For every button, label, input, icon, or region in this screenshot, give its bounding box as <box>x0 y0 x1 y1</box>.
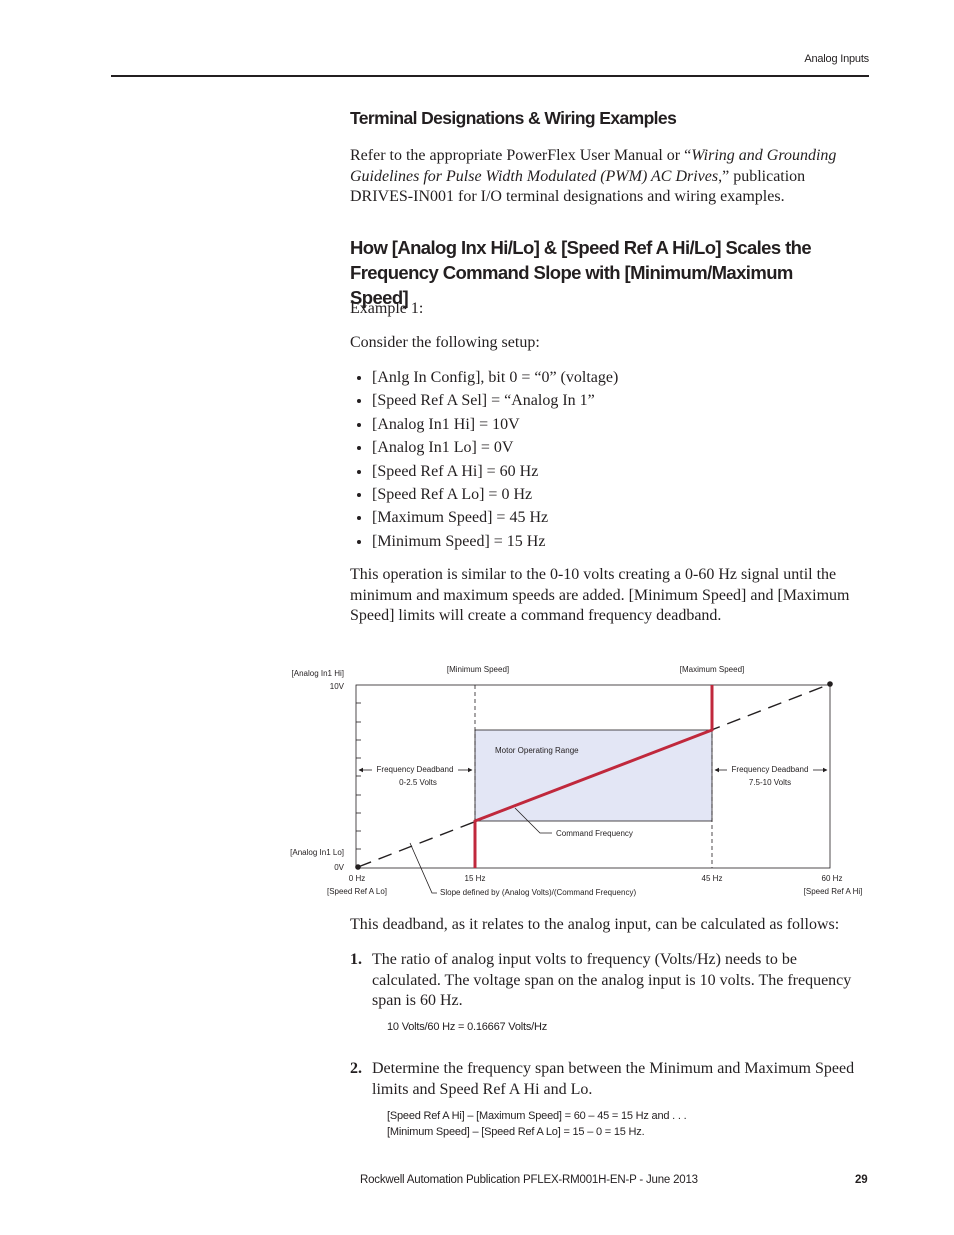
running-header: Analog Inputs <box>804 53 869 65</box>
axis-name: [Analog In1 Hi] <box>292 669 344 678</box>
paragraph: This operation is similar to the 0-10 vo… <box>350 566 850 624</box>
axis-label: 45 Hz <box>702 874 723 883</box>
step-number: 1. <box>350 951 362 968</box>
setup-intro: Consider the following setup: <box>350 334 540 351</box>
axis-label: 0V <box>334 863 344 872</box>
section-heading: How [Analog Inx Hi/Lo] & [Speed Ref A Hi… <box>350 237 812 308</box>
page-number: 29 <box>855 1174 868 1186</box>
deadband-label: Frequency Deadband <box>732 765 809 774</box>
step-number: 2. <box>350 1060 362 1077</box>
axis-label: 0 Hz <box>349 874 365 883</box>
axis-label: 15 Hz <box>465 874 486 883</box>
leader-line <box>409 842 437 894</box>
paragraph: This deadband, as it relates to the anal… <box>350 916 840 933</box>
footer-publication: Rockwell Automation Publication PFLEX-RM… <box>360 1174 698 1186</box>
intro-paragraph: Refer to the appropriate PowerFlex User … <box>350 146 850 208</box>
axis-name: [Analog In1 Lo] <box>290 848 344 857</box>
step-text: Determine the frequency span between the… <box>372 1060 855 1098</box>
leader-line <box>514 807 552 834</box>
command-label: Command Frequency <box>556 829 633 838</box>
section-heading: Terminal Designations & Wiring Examples <box>350 108 677 128</box>
deadband-label: Frequency Deadband <box>377 765 454 774</box>
header-rule <box>111 75 869 77</box>
range-label: Motor Operating Range <box>495 746 579 755</box>
setup-item: [Speed Ref A Sel] = “Analog In 1” <box>372 389 618 412</box>
intro-text: ,” publication DRIVES-IN001 for I/O term… <box>350 167 806 206</box>
setup-item: [Maximum Speed] = 45 Hz <box>372 506 618 529</box>
endpoint <box>355 864 361 870</box>
setup-item: [Analog In1 Lo] = 0V <box>372 436 618 459</box>
deadband-diagram: [Analog In1 Hi] 10V [Analog In1 Lo] 0V [… <box>290 665 863 897</box>
limit-label: [Maximum Speed] <box>680 665 744 674</box>
example-label: Example 1: <box>350 300 424 317</box>
plot-frame <box>355 684 831 869</box>
axis-label: 60 Hz <box>822 874 843 883</box>
formula: [Speed Ref A Hi] – [Maximum Speed] = 60 … <box>387 1110 687 1122</box>
deadband-range: 0-2.5 Volts <box>399 778 437 787</box>
formula: [Minimum Speed] – [Speed Ref A Lo] = 15 … <box>387 1126 645 1138</box>
setup-list: [Anlg In Config], bit 0 = “0” (voltage) … <box>350 366 618 553</box>
axis-label: 10V <box>330 682 345 691</box>
slope-label: Slope defined by (Analog Volts)/(Command… <box>440 888 636 897</box>
endpoint <box>827 681 833 687</box>
setup-item: [Analog In1 Hi] = 10V <box>372 413 618 436</box>
limit-label: [Minimum Speed] <box>447 665 509 674</box>
deadband-range: 7.5-10 Volts <box>749 778 791 787</box>
axis-ticks <box>356 702 361 850</box>
setup-item: [Minimum Speed] = 15 Hz <box>372 530 618 553</box>
setup-item: [Speed Ref A Hi] = 60 Hz <box>372 460 618 483</box>
axis-name: [Speed Ref A Lo] <box>327 887 387 896</box>
axis-name: [Speed Ref A Hi] <box>804 887 863 896</box>
command-line <box>473 685 714 868</box>
intro-title: Wiring and Grounding Guidelines for Puls… <box>350 147 837 185</box>
setup-item: [Speed Ref A Lo] = 0 Hz <box>372 483 618 506</box>
formula: 10 Volts/60 Hz = 0.16667 Volts/Hz <box>387 1021 548 1033</box>
setup-item: [Anlg In Config], bit 0 = “0” (voltage) <box>372 366 618 389</box>
intro-text: Refer to the appropriate PowerFlex User … <box>350 147 692 164</box>
step-text: The ratio of analog input volts to frequ… <box>372 951 852 1009</box>
